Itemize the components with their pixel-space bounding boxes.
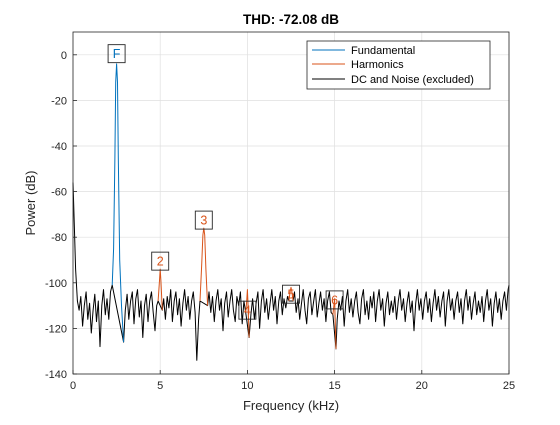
y-tick-label: 0 xyxy=(61,50,67,62)
legend: Fundamental Harmonics DC and Noise (excl… xyxy=(306,40,491,90)
y-axis-label: Power (dB) xyxy=(23,170,38,235)
series-line-harmonics xyxy=(288,286,294,302)
marker-label: 6 xyxy=(331,293,338,307)
x-tick-label: 20 xyxy=(416,380,428,392)
x-tick-label: 10 xyxy=(241,380,253,392)
harmonic-marker: 6 xyxy=(325,290,344,310)
y-tick-label: -20 xyxy=(51,95,67,107)
series-line-harmonics xyxy=(157,268,163,311)
y-tick-label: -80 xyxy=(51,232,67,244)
marker-box xyxy=(282,284,300,304)
y-tick-label: -60 xyxy=(51,187,67,199)
series-line-dc-and-noise-excluded xyxy=(72,182,510,361)
marker-box xyxy=(238,300,257,320)
legend-label-dc-noise: DC and Noise (excluded) xyxy=(351,74,474,86)
legend-label-fundamental: Fundamental xyxy=(351,45,415,57)
marker-box xyxy=(194,210,213,230)
marker-label: 4 xyxy=(244,304,251,318)
harmonic-marker: 5 xyxy=(282,284,300,304)
y-tick-label: -40 xyxy=(51,141,67,153)
x-tick-label: 25 xyxy=(503,380,515,392)
x-tick-label: 0 xyxy=(70,380,76,392)
harmonic-marker: 3 xyxy=(194,210,213,230)
axis-ticks: 0 5 10 15 20 25-140-120-100-80-60-40-200 xyxy=(45,50,515,392)
y-tick-label: -140 xyxy=(45,369,67,381)
marker-label: 5 xyxy=(288,288,295,302)
chart-title: THD: -72.08 dB xyxy=(243,12,339,27)
series-line-harmonics xyxy=(245,289,250,338)
harmonic-marker: F xyxy=(107,44,126,64)
marker-label: 3 xyxy=(200,214,207,228)
x-tick-label: 15 xyxy=(328,380,340,392)
x-tick-label: 5 xyxy=(157,380,163,392)
y-tick-label: -120 xyxy=(45,323,67,335)
legend-label-harmonics: Harmonics xyxy=(351,59,404,71)
series-line-harmonics xyxy=(199,227,209,306)
legend-box xyxy=(306,40,491,90)
y-tick-label: -100 xyxy=(45,278,67,290)
marker-label: 2 xyxy=(157,255,164,269)
plot-frame xyxy=(72,31,510,375)
marker-label: F xyxy=(113,47,121,61)
marker-box xyxy=(151,251,170,271)
series-line-fundamental xyxy=(111,63,125,343)
marker-box xyxy=(325,290,344,310)
harmonic-marker: 2 xyxy=(151,251,170,271)
harmonic-marker: 4 xyxy=(238,300,257,320)
harmonic-markers: F 2 3 4 5 6 xyxy=(107,44,344,320)
x-axis-label: Frequency (kHz) xyxy=(243,398,339,413)
marker-box xyxy=(107,44,126,64)
